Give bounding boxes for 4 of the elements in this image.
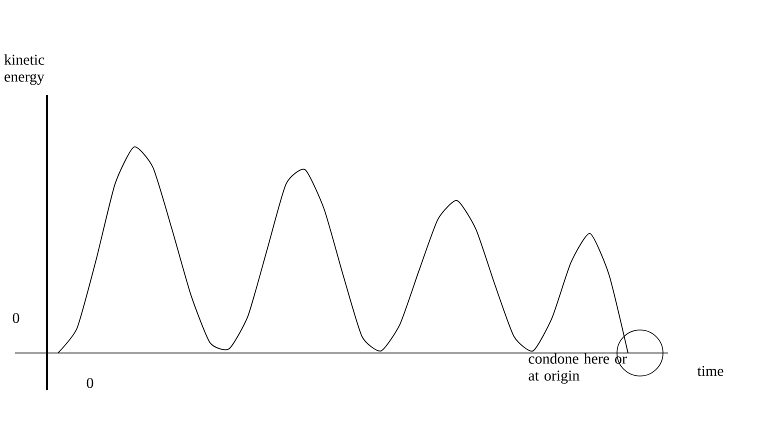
text: 0 [86, 378, 94, 388]
x-axis-title: time [697, 366, 724, 376]
y-axis-title: kinetic energy [4, 54, 44, 85]
text: 0 [12, 312, 20, 324]
